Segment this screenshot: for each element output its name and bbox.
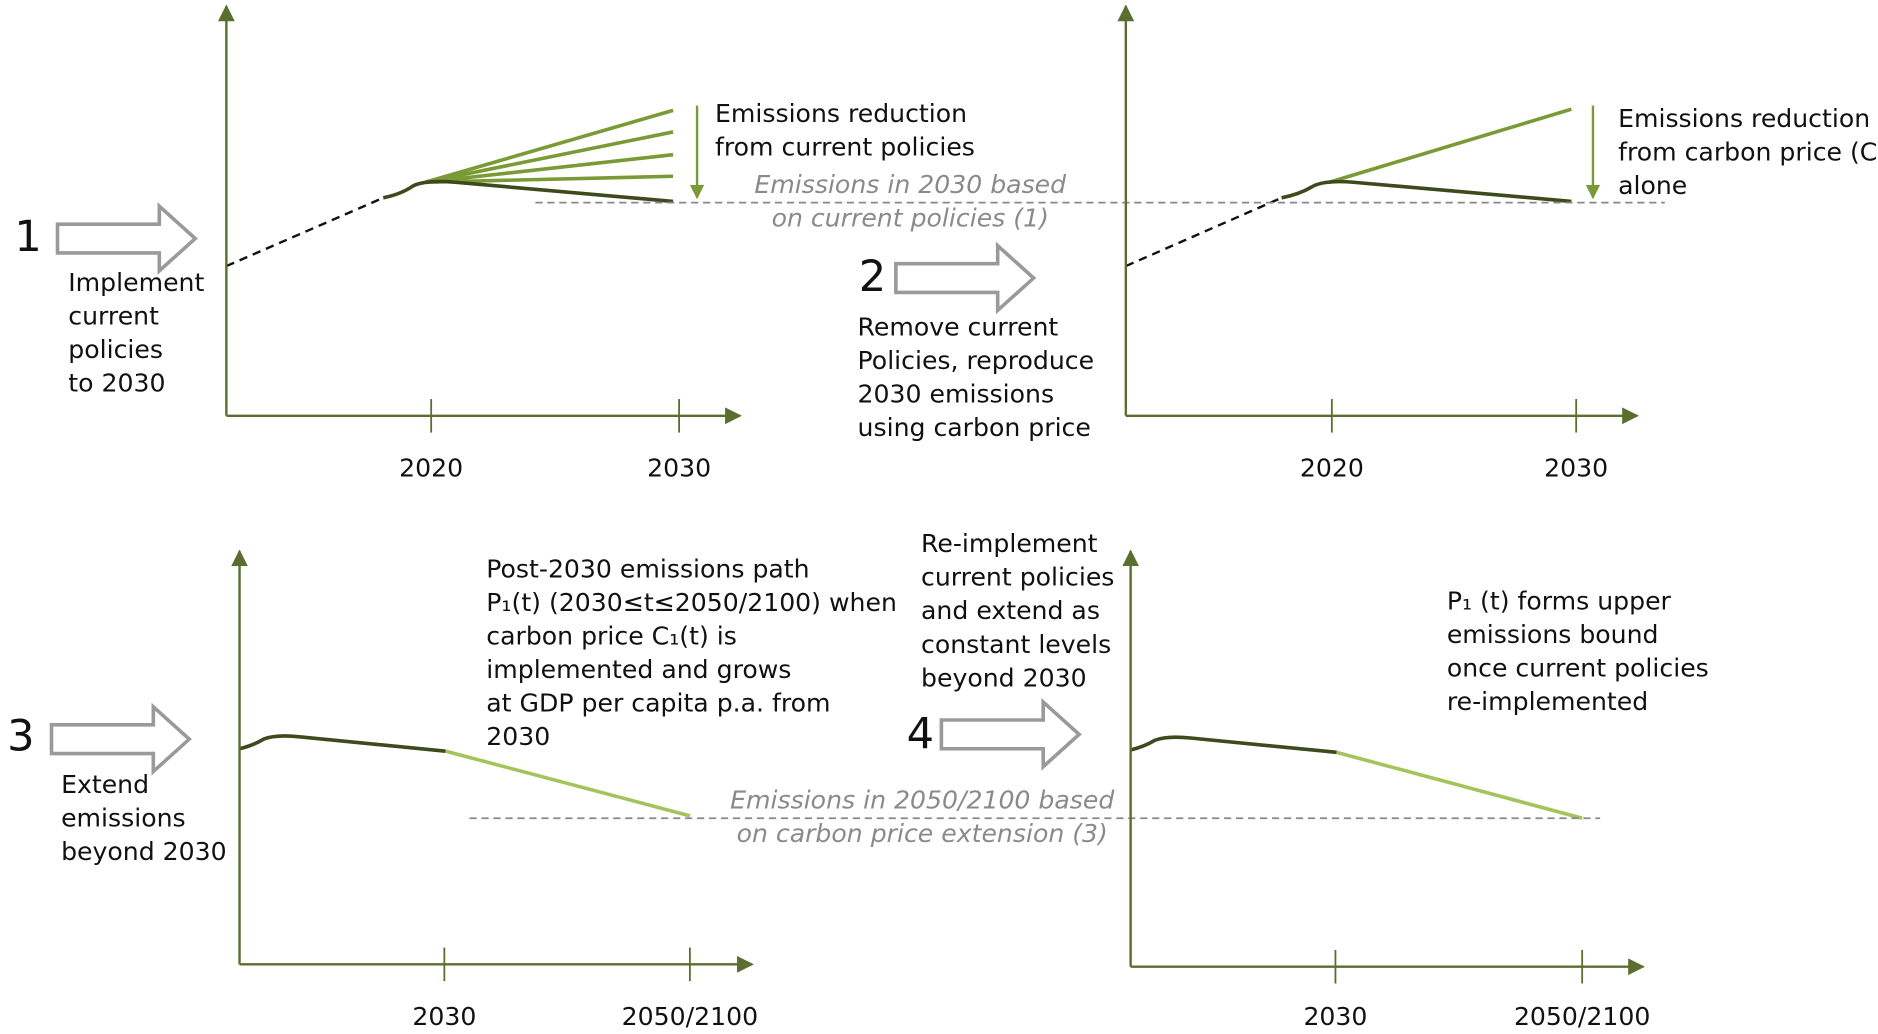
panel-2-lines — [1125, 105, 1601, 268]
panel-note: at GDP per capita p.a. from — [486, 688, 830, 717]
reference-label: on current policies (1) — [772, 203, 1049, 232]
step-label: constant levels — [921, 630, 1111, 659]
step-label: Implement — [68, 268, 204, 297]
x-tick-label: 2030 — [412, 1002, 476, 1031]
step-label: using carbon price — [858, 413, 1091, 442]
panel-4-lines — [1130, 735, 1583, 820]
x-tick-label: 2020 — [399, 454, 463, 483]
panel-note: from current policies — [715, 133, 975, 162]
step-label: Remove current — [858, 312, 1059, 341]
step-label: emissions — [61, 803, 186, 832]
step-label: to 2030 — [68, 369, 165, 398]
reference-label: Emissions in 2050/2100 based — [730, 785, 1115, 814]
step-label: and extend as — [921, 596, 1100, 625]
x-tick-label: 2050/2100 — [1514, 1002, 1650, 1031]
step-label: Policies, reproduce — [858, 346, 1095, 375]
panel-note: alone — [1618, 171, 1687, 200]
step-label: policies — [68, 335, 163, 364]
step-number: 1 — [14, 212, 41, 262]
panel-note: Emissions reduction — [715, 99, 967, 128]
panel-note: Post-2030 emissions path — [486, 554, 809, 583]
panel-note: 2030 — [486, 722, 550, 751]
panel-note: carbon price C₁(t) is — [486, 621, 737, 650]
step-label: current — [68, 302, 159, 331]
panel-note: from carbon price (C₁) — [1618, 137, 1878, 166]
step-label: beyond 2030 — [921, 663, 1087, 692]
panel-note: Emissions reduction — [1618, 104, 1870, 133]
panel-note: implemented and grows — [486, 655, 791, 684]
x-tick-label: 2030 — [1303, 1002, 1367, 1031]
step-label: current policies — [921, 563, 1114, 592]
step-arrow — [939, 698, 1082, 771]
panel-note: re-implemented — [1447, 687, 1648, 716]
panel-note: P₁(t) (2030≤t≤2050/2100) when — [486, 588, 897, 617]
step-number: 4 — [907, 709, 934, 759]
x-tick-label: 2030 — [647, 454, 711, 483]
step-label: Extend — [61, 770, 149, 799]
step-arrow — [55, 202, 198, 275]
reference-label: Emissions in 2030 based — [754, 170, 1067, 199]
x-tick-label: 2030 — [1544, 454, 1608, 483]
step-label: beyond 2030 — [61, 837, 227, 866]
reference-label: on carbon price extension (3) — [737, 819, 1108, 848]
panel-note: once current policies — [1447, 654, 1709, 683]
x-tick-label: 2020 — [1300, 454, 1364, 483]
step-number: 2 — [859, 252, 886, 302]
step-arrow — [894, 241, 1037, 315]
panel-1-lines — [225, 105, 705, 268]
x-tick-label: 2050/2100 — [622, 1002, 758, 1031]
step-arrow — [49, 702, 192, 776]
step-number: 3 — [7, 712, 34, 762]
step-label: Re-implement — [921, 529, 1098, 558]
panel-note: P₁ (t) forms upper — [1447, 587, 1672, 616]
step-label: 2030 emissions — [858, 379, 1055, 408]
panel-3-lines — [239, 734, 691, 818]
panel-note: emissions bound — [1447, 620, 1659, 649]
